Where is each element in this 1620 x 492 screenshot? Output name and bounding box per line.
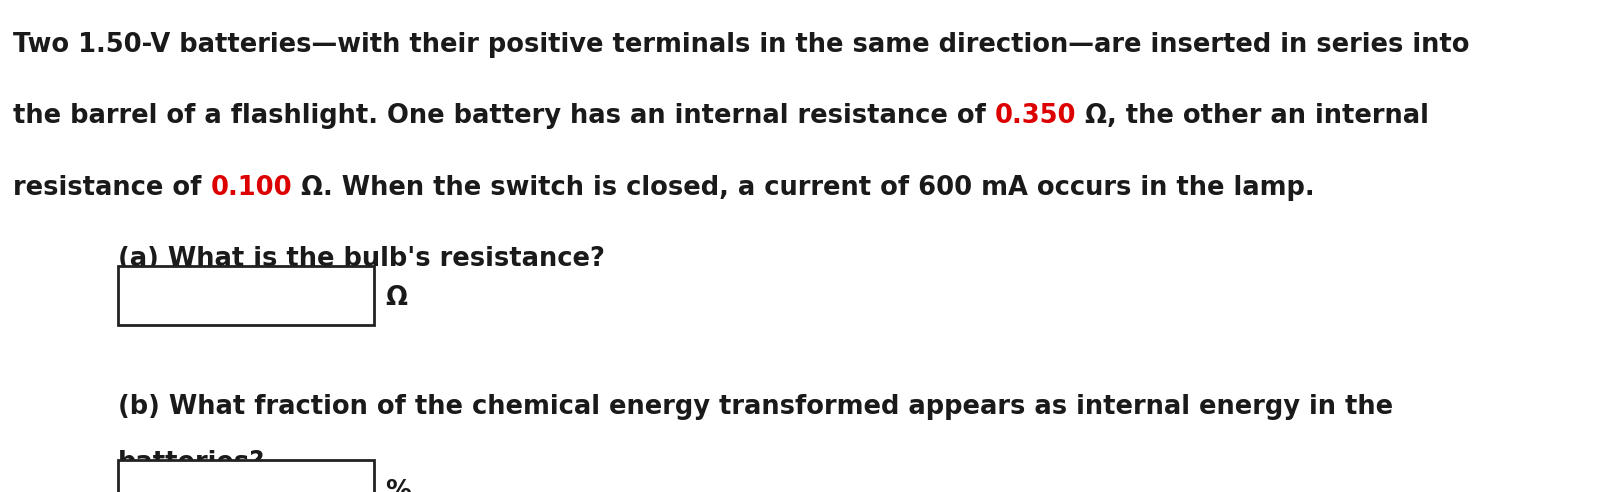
Text: %: % (386, 480, 411, 492)
Text: 0.350: 0.350 (995, 103, 1076, 129)
Text: Ω, the other an internal: Ω, the other an internal (1076, 103, 1429, 129)
Text: (b) What fraction of the chemical energy transformed appears as internal energy : (b) What fraction of the chemical energy… (118, 394, 1393, 420)
Bar (118, 460, 374, 492)
Text: the barrel of a flashlight. One battery has an internal resistance of: the barrel of a flashlight. One battery … (13, 103, 995, 129)
Text: Ω. When the switch is closed, a current of 600 mA occurs in the lamp.: Ω. When the switch is closed, a current … (292, 175, 1314, 201)
Text: resistance of: resistance of (13, 175, 211, 201)
Text: Two 1.50-V batteries—with their positive terminals in the same direction—are ins: Two 1.50-V batteries—with their positive… (13, 32, 1469, 58)
Text: 0.100: 0.100 (211, 175, 292, 201)
Text: Ω: Ω (386, 285, 408, 311)
Text: (a) What is the bulb's resistance?: (a) What is the bulb's resistance? (118, 246, 606, 272)
Text: batteries?: batteries? (118, 450, 266, 476)
Bar (118, 266, 374, 325)
